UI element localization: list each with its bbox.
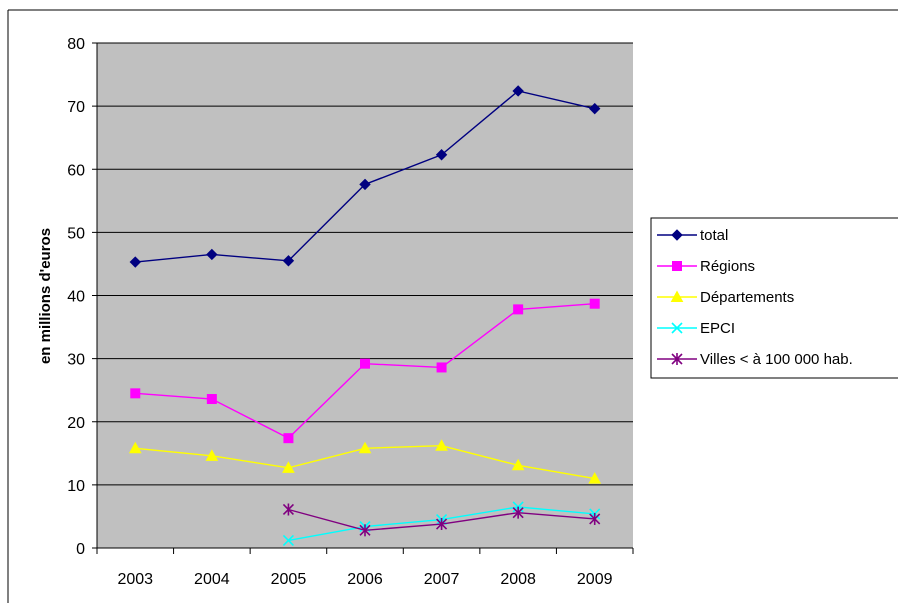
data-point-2-2009 (588, 472, 602, 484)
data-point-0-2004 (206, 248, 218, 261)
y-tick-label-10: 10 (67, 478, 85, 495)
series-0 (129, 85, 601, 268)
legend-label-1: Régions (700, 258, 755, 275)
legend-item-0: total (657, 227, 728, 244)
data-point-2-2006 (358, 441, 372, 454)
data-point-2-2007 (435, 439, 448, 451)
series-layer (128, 85, 602, 546)
data-point-0-2005 (282, 255, 295, 267)
legend-item-2: Départements (657, 289, 794, 306)
data-point-1-2005 (283, 433, 294, 444)
series-2 (128, 439, 602, 484)
x-axis: 2003 2004 2005 2006 2007 2008 2009 (96, 547, 634, 588)
legend-marker-2 (670, 290, 684, 302)
legend-marker-4 (671, 353, 683, 365)
y-tick-label-0: 0 (76, 541, 85, 558)
data-point-4-2008 (512, 506, 524, 519)
x-tick-label-2009: 2009 (577, 571, 613, 588)
data-point-0-2009 (589, 102, 601, 115)
data-point-3-2005 (282, 534, 294, 546)
legend-marker-3 (671, 322, 683, 334)
legend-box (650, 217, 898, 379)
data-point-2-2003 (128, 441, 142, 454)
y-axis-label: en millions d'euros (37, 228, 54, 364)
legend-item-3: EPCI (657, 320, 735, 337)
data-point-1-2007 (436, 362, 447, 373)
y-tick-label-40: 40 (67, 289, 85, 306)
x-tick-label-2008: 2008 (500, 571, 536, 588)
data-point-0-2006 (359, 178, 371, 191)
x-tick-label-2004: 2004 (194, 571, 230, 588)
data-point-0-2008 (512, 85, 524, 97)
data-point-1-2004 (206, 394, 217, 405)
data-point-1-2003 (130, 388, 141, 399)
legend-marker-0 (671, 229, 683, 241)
data-point-4-2007 (436, 518, 448, 531)
data-point-4-2006 (359, 524, 371, 537)
data-point-2-2005 (282, 461, 295, 473)
y-tick-label-70: 70 (67, 99, 85, 116)
data-point-4-2009 (589, 512, 601, 525)
plot-area (97, 42, 633, 548)
x-tick-label-2003: 2003 (117, 571, 153, 588)
legend-label-2: Départements (700, 289, 794, 306)
data-point-4-2005 (282, 503, 294, 516)
legend-label-4: Villes < à 100 000 hab. (700, 351, 853, 368)
y-tick-label-50: 50 (67, 225, 85, 242)
y-tick-label-20: 20 (67, 415, 85, 432)
data-point-0-2003 (129, 256, 141, 268)
series-4 (282, 503, 601, 537)
y-tick-label-60: 60 (67, 162, 85, 179)
data-point-2-2008 (511, 458, 525, 471)
data-point-2-2004 (205, 449, 219, 461)
legend-label-0: total (700, 227, 728, 244)
x-tick-label-2006: 2006 (347, 571, 383, 588)
data-point-0-2007 (435, 149, 448, 161)
legend-marker-1 (672, 261, 682, 271)
x-tick-label-2007: 2007 (424, 571, 460, 588)
series-1 (130, 298, 600, 444)
data-point-1-2006 (360, 358, 370, 369)
x-tick-label-2005: 2005 (271, 571, 307, 588)
data-point-1-2008 (513, 304, 524, 315)
y-axis: 0 10 20 30 40 50 60 70 80 (67, 36, 98, 558)
legend-item-1: Régions (657, 258, 755, 275)
legend-item-4: Villes < à 100 000 hab. (657, 351, 853, 368)
data-point-1-2009 (589, 298, 600, 309)
y-tick-label-30: 30 (67, 352, 85, 369)
y-tick-label-80: 80 (67, 36, 85, 53)
legend: total Régions Départements EPCI Villes < à 1… (650, 217, 898, 379)
legend-label-3: EPCI (700, 320, 735, 337)
